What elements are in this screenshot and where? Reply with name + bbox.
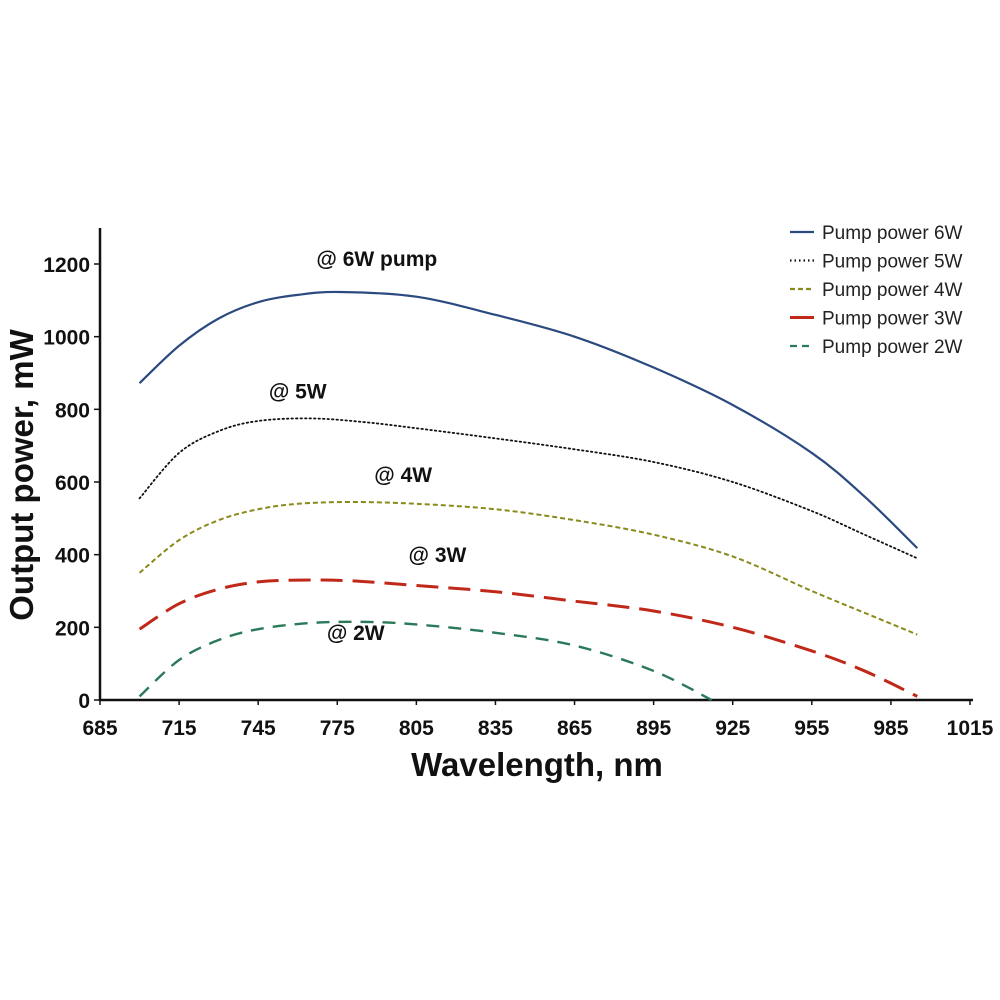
x-tick-label: 775 [320,717,355,740]
x-tick-label: 955 [794,717,829,740]
legend-entry: Pump power 2W [822,337,963,358]
legend-entry: Pump power 5W [822,252,963,273]
series-line-pump-power-6w [138,290,919,549]
legend-entry: Pump power 4W [822,280,963,301]
x-tick-label: 925 [715,717,750,740]
annotation-label: @ 4W [374,464,432,487]
x-tick-label: 985 [873,717,908,740]
x-tick-label: 895 [636,717,671,740]
x-tick-label: 865 [557,717,592,740]
y-tick-label: 600 [55,472,90,495]
x-tick-label: 805 [399,717,434,740]
x-tick-label: 715 [162,717,197,740]
x-tick-label: 835 [478,717,513,740]
annotation-label: @ 6W pump [316,248,437,271]
x-tick-label: 1015 [947,717,994,740]
legend-entry: Pump power 3W [822,309,963,330]
y-tick-label: 800 [55,399,90,422]
series-line-pump-power-5w [138,417,919,560]
x-tick-label: 685 [82,717,117,740]
y-tick-label: 200 [55,617,90,640]
series-line-pump-power-2w [138,620,713,702]
x-tick-label: 745 [241,717,276,740]
annotation-label: @ 5W [269,380,327,403]
series-line-pump-power-4w [138,500,918,636]
y-axis-label: Output power, mW [3,328,40,620]
y-tick-label: 1200 [43,254,90,277]
y-tick-label: 1000 [43,327,90,350]
annotation-label: @ 2W [327,622,385,645]
x-axis-label: Wavelength, nm [411,746,663,783]
y-tick-label: 400 [55,545,90,568]
legend-entry: Pump power 6W [822,223,963,244]
y-tick-label: 0 [78,690,90,713]
annotation-label: @ 3W [409,544,467,567]
series-line-pump-power-3w [138,578,918,698]
